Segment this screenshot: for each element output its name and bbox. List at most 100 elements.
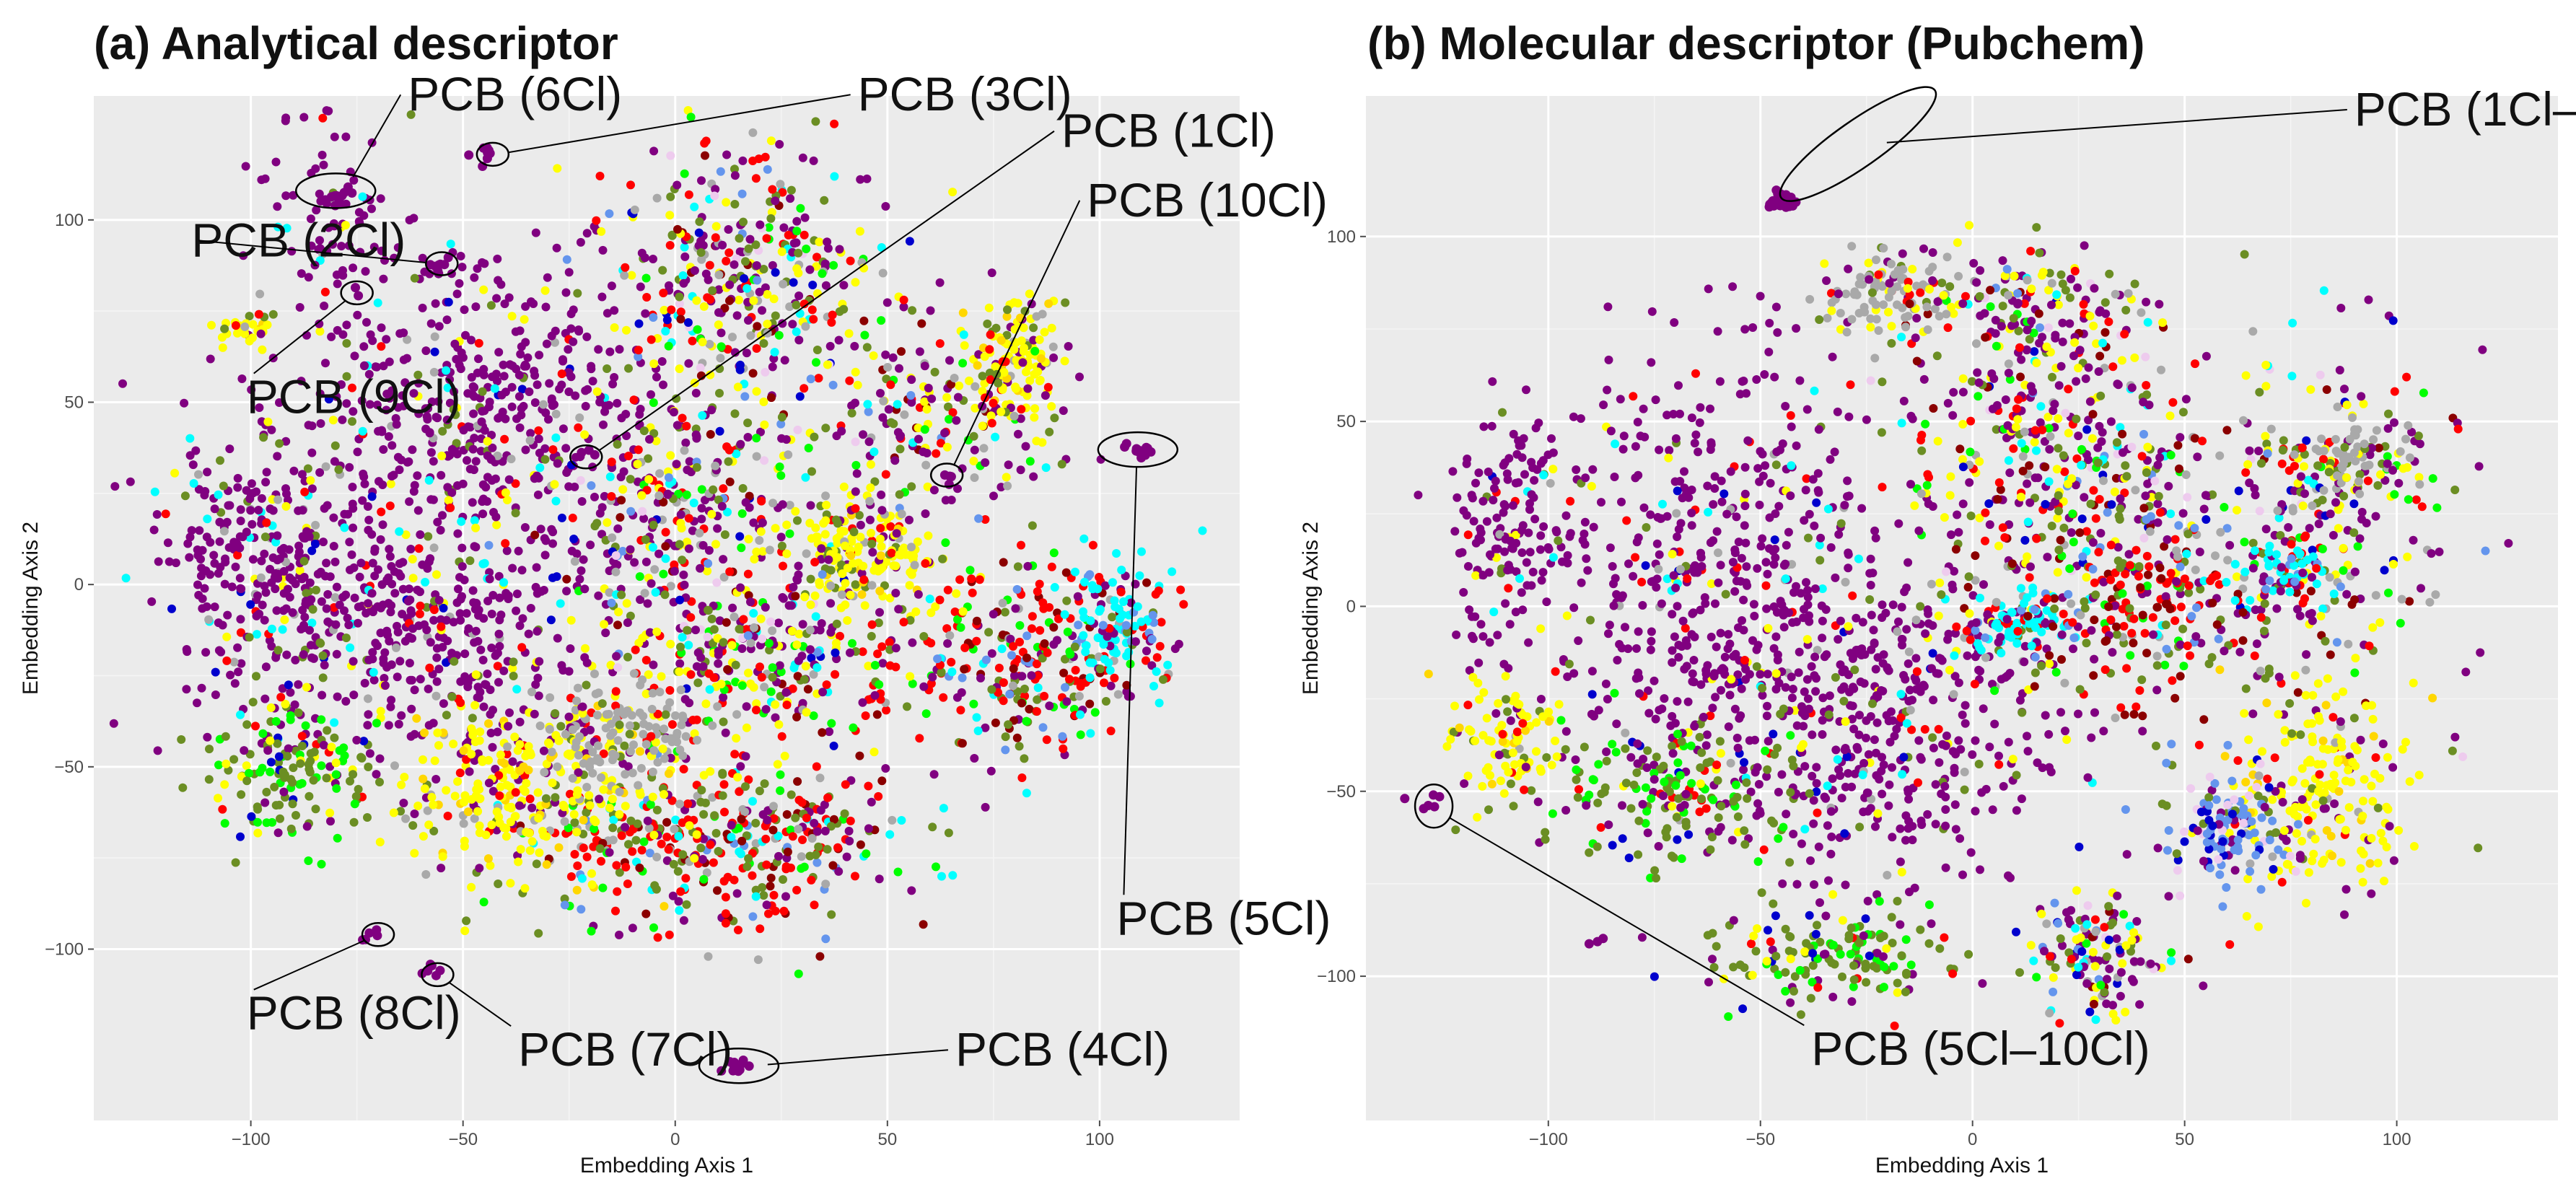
data-point bbox=[406, 675, 415, 685]
data-point bbox=[748, 912, 758, 921]
data-point bbox=[1678, 616, 1688, 626]
data-point bbox=[316, 639, 325, 648]
data-point bbox=[741, 257, 750, 266]
data-point bbox=[683, 626, 692, 635]
data-point bbox=[1753, 563, 1762, 573]
data-point bbox=[722, 256, 731, 266]
data-point bbox=[418, 253, 427, 263]
data-point bbox=[444, 496, 453, 505]
data-point bbox=[723, 664, 732, 674]
data-point bbox=[409, 389, 419, 398]
data-point bbox=[535, 657, 544, 666]
data-point bbox=[657, 672, 666, 681]
data-point bbox=[426, 554, 435, 563]
data-point bbox=[1704, 284, 1713, 294]
data-point bbox=[660, 790, 669, 799]
data-point bbox=[681, 874, 691, 883]
data-point bbox=[553, 762, 562, 771]
data-point bbox=[828, 310, 837, 320]
data-point bbox=[1002, 473, 1011, 482]
data-point bbox=[1673, 697, 1682, 706]
data-point bbox=[766, 687, 776, 696]
data-point bbox=[581, 402, 590, 411]
data-point bbox=[315, 236, 324, 245]
data-point bbox=[775, 140, 784, 149]
data-point bbox=[305, 532, 314, 541]
data-point bbox=[1618, 801, 1626, 810]
data-point bbox=[637, 846, 647, 855]
data-point bbox=[1047, 323, 1056, 333]
data-point bbox=[757, 672, 766, 682]
data-point bbox=[743, 569, 753, 579]
data-point bbox=[539, 830, 548, 840]
data-point bbox=[1506, 716, 1515, 725]
data-point bbox=[299, 620, 308, 630]
data-point bbox=[823, 244, 833, 253]
data-point bbox=[801, 473, 810, 482]
data-point bbox=[635, 863, 644, 872]
data-point bbox=[858, 698, 867, 707]
data-point bbox=[1752, 375, 1761, 384]
data-point bbox=[449, 618, 458, 627]
data-point bbox=[767, 393, 776, 403]
data-point bbox=[1784, 527, 1793, 537]
data-point bbox=[826, 566, 836, 575]
data-point bbox=[564, 749, 574, 758]
data-point bbox=[1674, 381, 1683, 390]
data-point bbox=[945, 415, 954, 424]
data-point bbox=[851, 504, 860, 513]
data-point bbox=[504, 293, 514, 302]
data-point bbox=[680, 252, 690, 261]
data-point bbox=[669, 859, 678, 869]
data-point bbox=[746, 639, 755, 648]
data-point bbox=[481, 680, 491, 690]
data-point bbox=[717, 680, 726, 689]
data-point bbox=[707, 405, 717, 415]
data-point bbox=[960, 341, 969, 350]
data-point bbox=[919, 447, 928, 457]
data-point bbox=[271, 584, 280, 594]
data-point bbox=[810, 591, 820, 600]
data-point bbox=[1782, 540, 1791, 550]
data-point bbox=[631, 835, 641, 845]
data-point bbox=[580, 584, 590, 594]
data-point bbox=[614, 607, 623, 617]
data-point bbox=[1029, 472, 1038, 481]
data-point bbox=[607, 598, 616, 607]
data-point bbox=[478, 509, 488, 519]
data-point bbox=[1045, 701, 1054, 711]
data-point bbox=[236, 505, 245, 514]
data-point bbox=[756, 614, 766, 623]
data-point bbox=[715, 426, 724, 436]
data-point bbox=[349, 563, 359, 572]
data-point bbox=[1748, 636, 1757, 645]
data-point bbox=[392, 643, 400, 652]
data-point bbox=[776, 786, 785, 795]
data-point bbox=[570, 557, 579, 566]
data-point bbox=[841, 780, 850, 789]
data-point bbox=[333, 833, 342, 843]
data-point bbox=[812, 358, 820, 367]
data-point bbox=[1007, 651, 1016, 660]
data-point bbox=[319, 160, 328, 170]
data-point bbox=[859, 430, 867, 439]
data-point bbox=[768, 185, 777, 194]
data-point bbox=[1106, 727, 1116, 736]
data-point bbox=[368, 336, 377, 346]
data-point bbox=[1871, 822, 1880, 831]
data-point bbox=[629, 669, 639, 678]
data-point bbox=[1027, 671, 1036, 680]
data-point bbox=[1656, 514, 1665, 523]
data-point bbox=[777, 541, 787, 550]
data-point bbox=[753, 322, 762, 331]
data-point bbox=[744, 854, 753, 863]
data-point bbox=[827, 317, 836, 327]
data-point bbox=[233, 483, 242, 492]
data-point bbox=[1117, 566, 1126, 574]
data-point bbox=[734, 295, 743, 304]
data-point bbox=[574, 325, 583, 335]
data-point bbox=[341, 697, 351, 706]
data-point bbox=[546, 615, 556, 625]
data-point bbox=[573, 861, 582, 870]
data-point bbox=[219, 527, 229, 536]
